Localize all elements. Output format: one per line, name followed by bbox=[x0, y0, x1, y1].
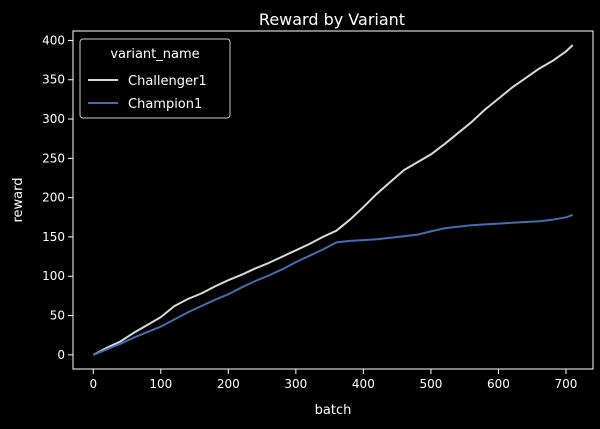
x-tick-label: 200 bbox=[217, 377, 240, 391]
y-axis-ticks: 0 50 100 150 200 250 300 350 400 bbox=[42, 33, 73, 362]
plot-frame bbox=[72, 30, 594, 370]
legend-box bbox=[79, 38, 231, 119]
x-axis-label: batch bbox=[315, 403, 352, 418]
y-tick-label: 250 bbox=[42, 151, 65, 165]
x-tick-label: 700 bbox=[555, 377, 578, 391]
y-tick-label: 400 bbox=[42, 33, 65, 47]
x-tick-label: 600 bbox=[487, 377, 510, 391]
y-tick-label: 350 bbox=[42, 73, 65, 87]
legend-label-champion1: Champion1 bbox=[128, 97, 202, 112]
plot-area: 0 100 200 300 400 500 600 700 0 50 100 150 200 250 30… bbox=[42, 30, 594, 391]
y-tick-label: 50 bbox=[50, 309, 65, 323]
y-tick-label: 300 bbox=[42, 112, 65, 126]
x-tick-label: 300 bbox=[284, 377, 307, 391]
x-axis-ticks: 0 100 200 300 400 500 600 700 bbox=[89, 369, 577, 391]
y-tick-label: 0 bbox=[57, 348, 65, 362]
legend: variant_name Challenger1 Champion1 bbox=[79, 38, 231, 119]
x-tick-label: 500 bbox=[419, 377, 442, 391]
legend-label-challenger1: Challenger1 bbox=[128, 74, 207, 89]
x-tick-label: 100 bbox=[149, 377, 172, 391]
y-tick-label: 150 bbox=[42, 230, 65, 244]
y-axis-label: reward bbox=[11, 177, 26, 222]
series-line-champion1 bbox=[92, 213, 574, 356]
x-tick-label: 0 bbox=[89, 377, 97, 391]
y-tick-label: 200 bbox=[42, 191, 65, 205]
y-tick-label: 100 bbox=[42, 269, 65, 283]
x-tick-label: 400 bbox=[352, 377, 375, 391]
chart-title: Reward by Variant bbox=[259, 10, 405, 29]
legend-title: variant_name bbox=[110, 47, 199, 62]
series-layer bbox=[92, 44, 574, 356]
series-line-challenger1 bbox=[92, 44, 574, 356]
